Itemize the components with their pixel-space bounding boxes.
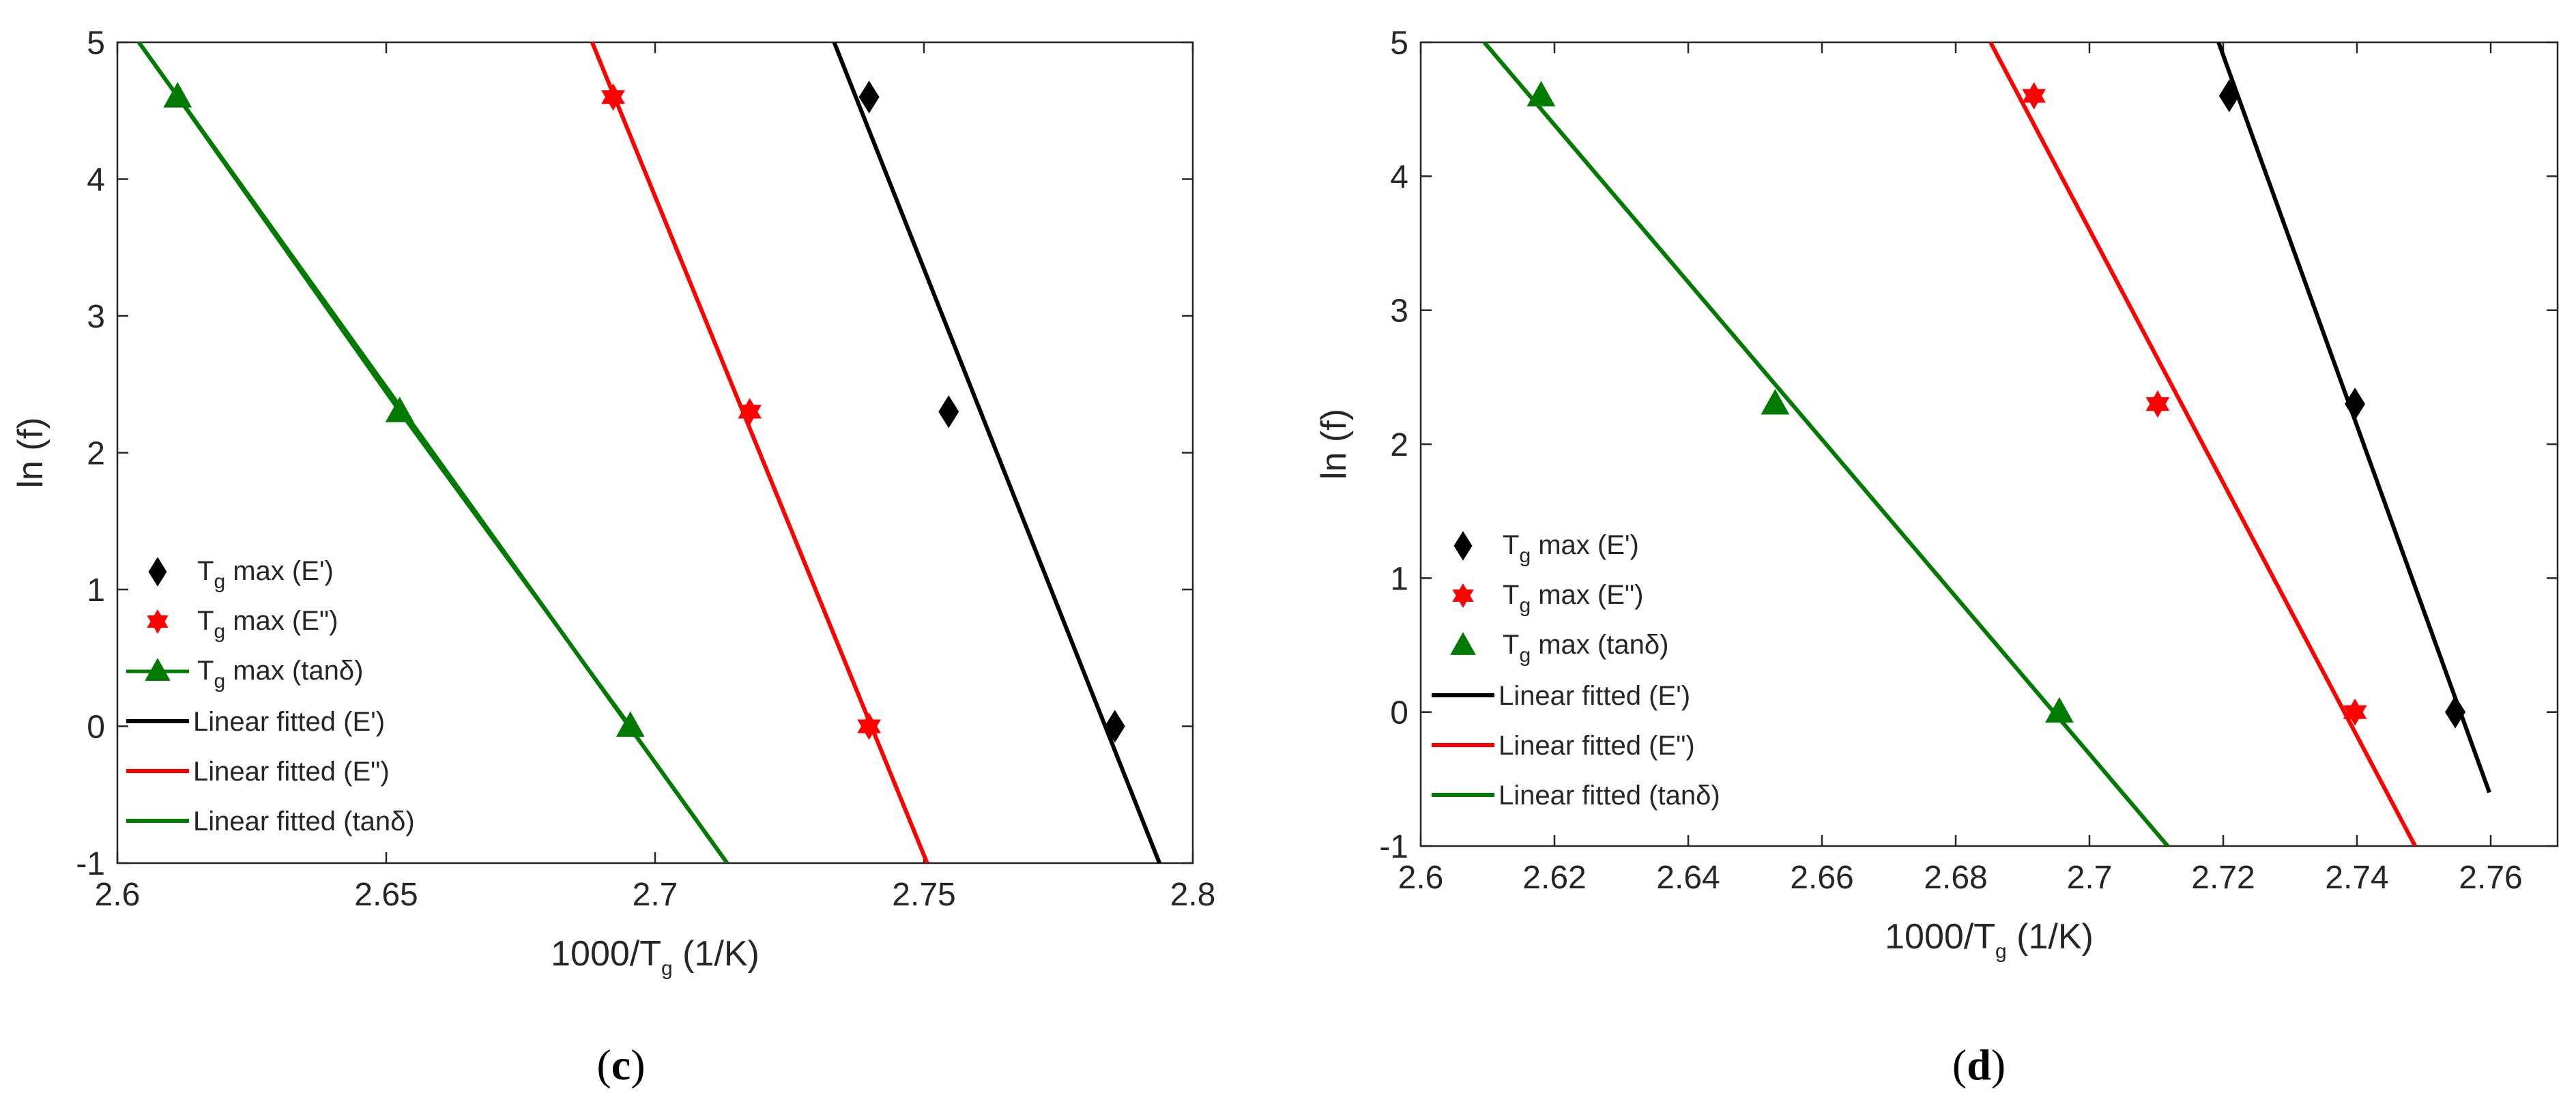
y-tick-label: -1	[76, 846, 105, 882]
data-point-s0-0	[858, 81, 880, 114]
y-tick-label: 2	[87, 436, 105, 472]
data-point-s1-1	[738, 398, 762, 426]
legend-marker	[1450, 632, 1476, 655]
data-point-s0-2	[1104, 710, 1125, 743]
x-tick-label: 2.6	[95, 877, 141, 913]
y-tick-label: 0	[87, 710, 105, 746]
x-tick-label: 2.7	[2067, 860, 2113, 896]
axes-box	[1419, 41, 2559, 847]
y-tick-label: 0	[1390, 695, 1408, 731]
axes-box	[116, 41, 1194, 864]
legend-entry-label: Tg max (E")	[1503, 580, 1643, 617]
y-tick-label: 3	[87, 299, 105, 335]
legend: Tg max (E') Tg max (E") Tg max (tanδ) Linea…	[126, 556, 415, 836]
data-point-s0-0	[2218, 79, 2240, 113]
x-tick-label: 2.66	[1790, 860, 1853, 896]
plot-area	[1482, 42, 2491, 846]
y-axis-label: ln (f)	[11, 418, 50, 489]
panel-label: (d)	[1952, 1040, 2006, 1089]
x-tick-label: 2.62	[1522, 860, 1586, 896]
x-tick-label: 2.65	[354, 877, 418, 913]
data-point-s0-1	[2345, 388, 2366, 421]
data-point-s1-2	[2343, 698, 2367, 726]
legend-marker	[145, 658, 171, 681]
legend-marker	[148, 557, 167, 587]
y-tick-label: -1	[1379, 829, 1408, 865]
y-tick-label: 4	[87, 162, 105, 199]
legend-entry-label: Linear fitted (E')	[1499, 681, 1690, 711]
y-tick-label: 3	[1390, 293, 1408, 330]
data-point-s0-2	[2445, 695, 2466, 729]
data-point-s2-0	[163, 82, 192, 108]
y-tick-label: 5	[1390, 25, 1408, 61]
data-point-s2-2	[2045, 697, 2074, 723]
x-tick-label: 2.68	[1924, 860, 1987, 896]
data-point-s1-0	[2022, 82, 2046, 110]
legend-entry-label: Tg max (tanδ)	[1503, 630, 1668, 667]
data-point-s2-1	[1761, 389, 1790, 415]
legend-entry-label: Tg max (tanδ)	[197, 656, 363, 693]
fit-line-1	[1988, 42, 2417, 846]
x-axis-label: 1000/Tg (1/K)	[1885, 917, 2094, 963]
plot-area	[137, 42, 1161, 863]
legend-entry-label: Tg max (E")	[197, 606, 338, 643]
legend-entry-label: Tg max (E')	[197, 556, 334, 593]
chart-panel-0: 2.6 2.65 2.7 2.75 2.8 -1 0 1 2 3 4 5 1000/Tg (1/K) ln…	[11, 25, 1215, 980]
data-point-s1-1	[2145, 390, 2170, 418]
x-tick-label: 2.76	[2459, 860, 2522, 896]
y-tick-label: 2	[1390, 427, 1408, 463]
chart-panel-1: 2.6 2.62 2.64 2.66 2.68 2.7 2.72 2.74 2.76 -1 0 1 2 3…	[1314, 25, 2559, 963]
data-point-s2-0	[1526, 81, 1556, 106]
legend-entry-label: Tg max (E')	[1503, 530, 1639, 567]
legend-marker	[1453, 531, 1473, 561]
data-point-s2-2	[616, 711, 645, 737]
data-point-s2-1	[385, 396, 414, 422]
y-tick-label: 5	[87, 25, 105, 61]
legend-marker	[1452, 583, 1474, 608]
y-tick-label: 1	[87, 572, 105, 609]
x-tick-label: 2.72	[2191, 860, 2255, 896]
y-axis-label: ln (f)	[1314, 409, 1354, 480]
x-tick-label: 2.7	[633, 877, 678, 913]
data-point-s1-2	[857, 712, 881, 740]
x-tick-label: 2.74	[2325, 860, 2388, 896]
data-point-s1-0	[601, 83, 625, 111]
legend-marker	[147, 609, 169, 634]
x-tick-label: 2.8	[1170, 877, 1216, 913]
fit-line-1	[590, 42, 929, 863]
panel-label: (c)	[596, 1040, 645, 1089]
legend: Tg max (E') Tg max (E") Tg max (tanδ) Linea…	[1432, 530, 1720, 811]
y-tick-label: 4	[1390, 159, 1408, 195]
y-tick-label: 1	[1390, 561, 1408, 597]
legend-entry-label: Linear fitted (tanδ)	[193, 806, 415, 836]
fit-line-2	[1482, 42, 2169, 846]
data-point-s0-1	[938, 395, 959, 428]
x-axis-label: 1000/Tg (1/K)	[551, 934, 759, 980]
x-tick-label: 2.6	[1398, 860, 1444, 896]
legend-entry-label: Linear fitted (E")	[1499, 731, 1695, 761]
legend-entry-label: Linear fitted (E')	[193, 707, 385, 737]
fit-line-0	[832, 42, 1161, 863]
legend-entry-label: Linear fitted (tanδ)	[1499, 781, 1720, 811]
x-tick-label: 2.64	[1656, 860, 1720, 896]
legend-entry-label: Linear fitted (E")	[193, 757, 390, 787]
x-tick-label: 2.75	[892, 877, 955, 913]
